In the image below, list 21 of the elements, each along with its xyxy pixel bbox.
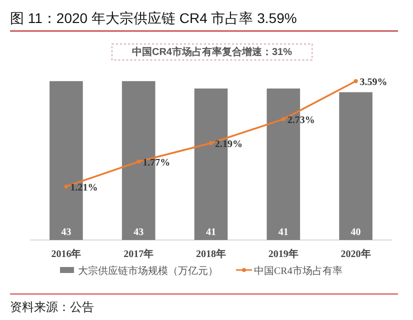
x-tick-label: 2019年 (268, 248, 298, 260)
chart-title: 图 11：2020 年大宗供应链 CR4 市占率 3.59% (10, 10, 297, 26)
point (64, 184, 68, 188)
text: 中国CR4市场占有率复合增速：31% (132, 46, 292, 58)
point (354, 79, 358, 84)
data-label: 43 (134, 227, 144, 238)
data-label: 41 (206, 227, 216, 238)
x-tick-label: 2017年 (124, 248, 154, 260)
point (136, 160, 141, 164)
text: 资料来源：公告 (10, 300, 94, 314)
point (281, 117, 286, 122)
point (209, 141, 213, 146)
data-label: 3.59% (360, 77, 388, 88)
data-label: 43 (61, 227, 72, 238)
data-label: 41 (278, 227, 288, 238)
legend-label: 大宗供应链市场规模（万亿元） (78, 265, 218, 277)
x-tick-label: 2020年 (340, 248, 371, 260)
data-label: 40 (350, 227, 361, 238)
legend-label: 中国CR4市场占有率 (254, 265, 342, 277)
x-tick-label: 2016年 (51, 248, 82, 260)
x-tick-label: 2018年 (196, 248, 226, 260)
